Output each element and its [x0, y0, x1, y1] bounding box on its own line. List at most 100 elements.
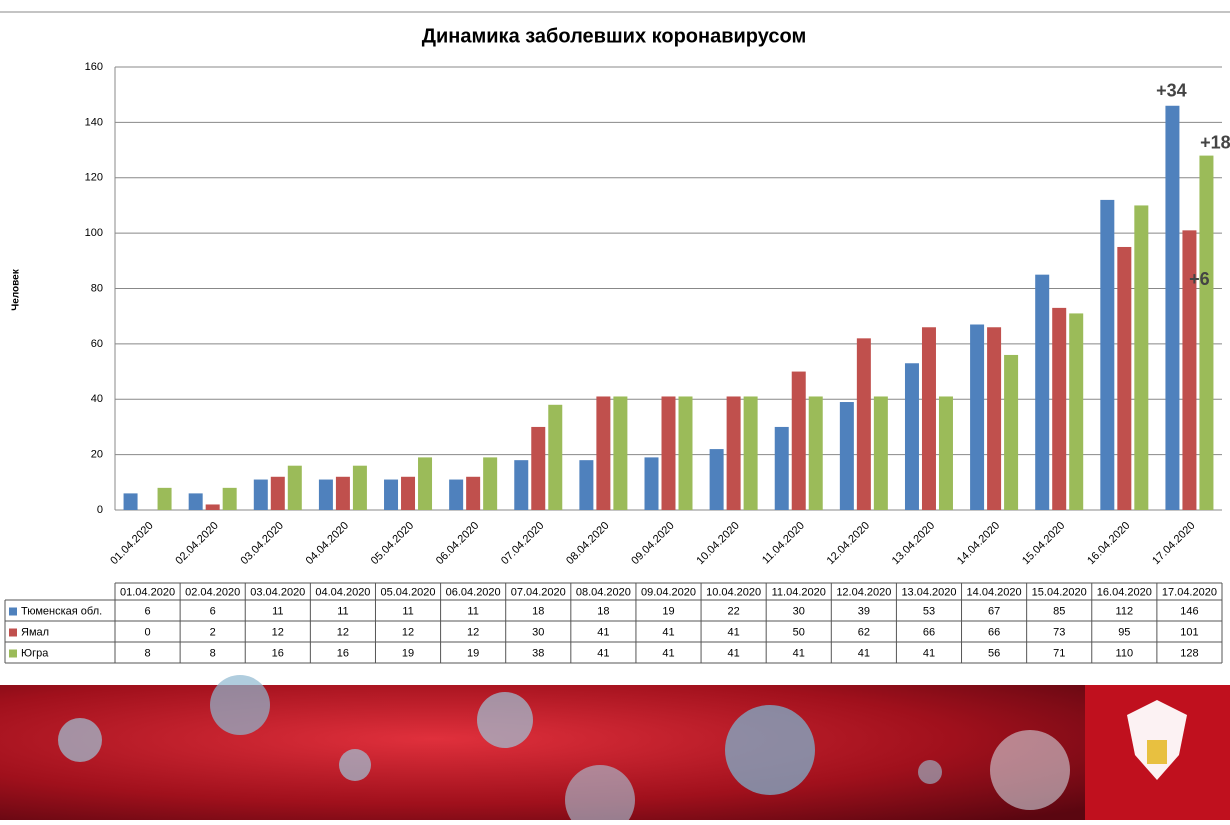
bar	[384, 479, 399, 510]
table-cell: 62	[858, 626, 870, 638]
bar	[644, 457, 659, 510]
table-header: 16.04.2020	[1097, 586, 1152, 598]
table-header: 05.04.2020	[380, 586, 435, 598]
bar	[808, 396, 823, 510]
legend-swatch	[9, 607, 17, 616]
bar	[531, 426, 546, 510]
table-cell: 2	[210, 626, 216, 638]
table-cell: 66	[923, 626, 935, 638]
bar	[1100, 199, 1115, 510]
table-header: 12.04.2020	[836, 586, 891, 598]
table-cell: 110	[1116, 647, 1134, 659]
bar	[157, 487, 172, 510]
bar	[318, 479, 333, 510]
table-cell: 6	[144, 605, 150, 617]
table-cell: 12	[402, 626, 414, 638]
table-header: 10.04.2020	[706, 586, 761, 598]
y-tick-label: 160	[85, 61, 103, 73]
table-cell: 67	[988, 605, 1000, 617]
y-tick-label: 120	[85, 172, 103, 184]
x-tick-label: 12.04.2020	[825, 520, 872, 567]
table-cell: 101	[1180, 626, 1198, 638]
legend-label: Югра	[21, 647, 49, 659]
x-tick-label: 11.04.2020	[760, 520, 807, 567]
x-tick-label: 13.04.2020	[890, 520, 937, 567]
x-tick-label: 07.04.2020	[499, 520, 546, 567]
x-tick-label: 15.04.2020	[1020, 520, 1067, 567]
bar	[856, 338, 871, 510]
table-cell: 85	[1053, 605, 1065, 617]
table-cell: 41	[727, 626, 739, 638]
table-cell: 11	[467, 605, 478, 617]
table-cell: 11	[337, 605, 348, 617]
x-tick-label: 02.04.2020	[173, 520, 220, 567]
table-cell: 16	[337, 647, 349, 659]
bar	[123, 493, 138, 510]
table-cell: 8	[210, 647, 216, 659]
x-tick-label: 06.04.2020	[434, 520, 481, 567]
legend-swatch	[9, 649, 17, 658]
table-cell: 22	[727, 605, 739, 617]
table-cell: 30	[793, 605, 805, 617]
bar	[418, 457, 433, 510]
table-cell: 53	[923, 605, 935, 617]
bar	[987, 327, 1002, 510]
table-header: 03.04.2020	[250, 586, 305, 598]
annotation: +34	[1156, 81, 1187, 101]
x-tick-label: 16.04.2020	[1085, 520, 1132, 567]
bar	[483, 457, 498, 510]
table-cell: 38	[532, 647, 544, 659]
y-tick-label: 100	[85, 227, 103, 239]
bar	[839, 402, 854, 510]
table-cell: 12	[467, 626, 479, 638]
table-cell: 8	[144, 647, 150, 659]
bar	[1069, 313, 1084, 510]
legend-label: Ямал	[21, 626, 49, 638]
table-cell: 73	[1053, 626, 1065, 638]
table-header: 15.04.2020	[1032, 586, 1087, 598]
bar	[287, 465, 302, 510]
table-cell: 41	[858, 647, 870, 659]
x-tick-label: 04.04.2020	[304, 520, 351, 567]
bar	[938, 396, 953, 510]
table-cell: 128	[1180, 647, 1198, 659]
bar	[222, 487, 237, 510]
table-cell: 18	[532, 605, 544, 617]
bar	[1004, 354, 1019, 510]
bar	[613, 396, 628, 510]
bar	[596, 396, 611, 510]
table-cell: 112	[1116, 605, 1134, 617]
bar	[449, 479, 464, 510]
bar	[579, 460, 594, 510]
table-header: 11.04.2020	[772, 586, 826, 598]
table-cell: 39	[858, 605, 870, 617]
bar	[774, 426, 789, 510]
table-cell: 41	[727, 647, 739, 659]
y-tick-label: 60	[91, 338, 103, 350]
table-cell: 12	[337, 626, 349, 638]
bar	[1199, 155, 1214, 510]
y-tick-label: 80	[91, 282, 103, 294]
table-header: 09.04.2020	[641, 586, 696, 598]
table-header: 17.04.2020	[1162, 586, 1217, 598]
bar	[205, 504, 220, 510]
bar	[253, 479, 268, 510]
bar	[401, 476, 416, 510]
y-tick-label: 40	[91, 393, 103, 405]
bar	[1117, 246, 1132, 510]
x-tick-label: 14.04.2020	[955, 520, 1002, 567]
table-cell: 95	[1118, 626, 1130, 638]
bar	[970, 324, 985, 510]
chart-title: Динамика заболевших коронавирусом	[422, 25, 807, 47]
y-tick-label: 0	[97, 504, 103, 516]
bar	[791, 371, 806, 510]
bar	[514, 460, 529, 510]
bar	[1052, 307, 1067, 510]
y-tick-label: 20	[91, 449, 103, 461]
bar	[709, 449, 724, 510]
table-cell: 71	[1053, 647, 1065, 659]
banner	[0, 675, 1230, 825]
table-header: 04.04.2020	[315, 586, 370, 598]
bar	[1035, 274, 1050, 510]
